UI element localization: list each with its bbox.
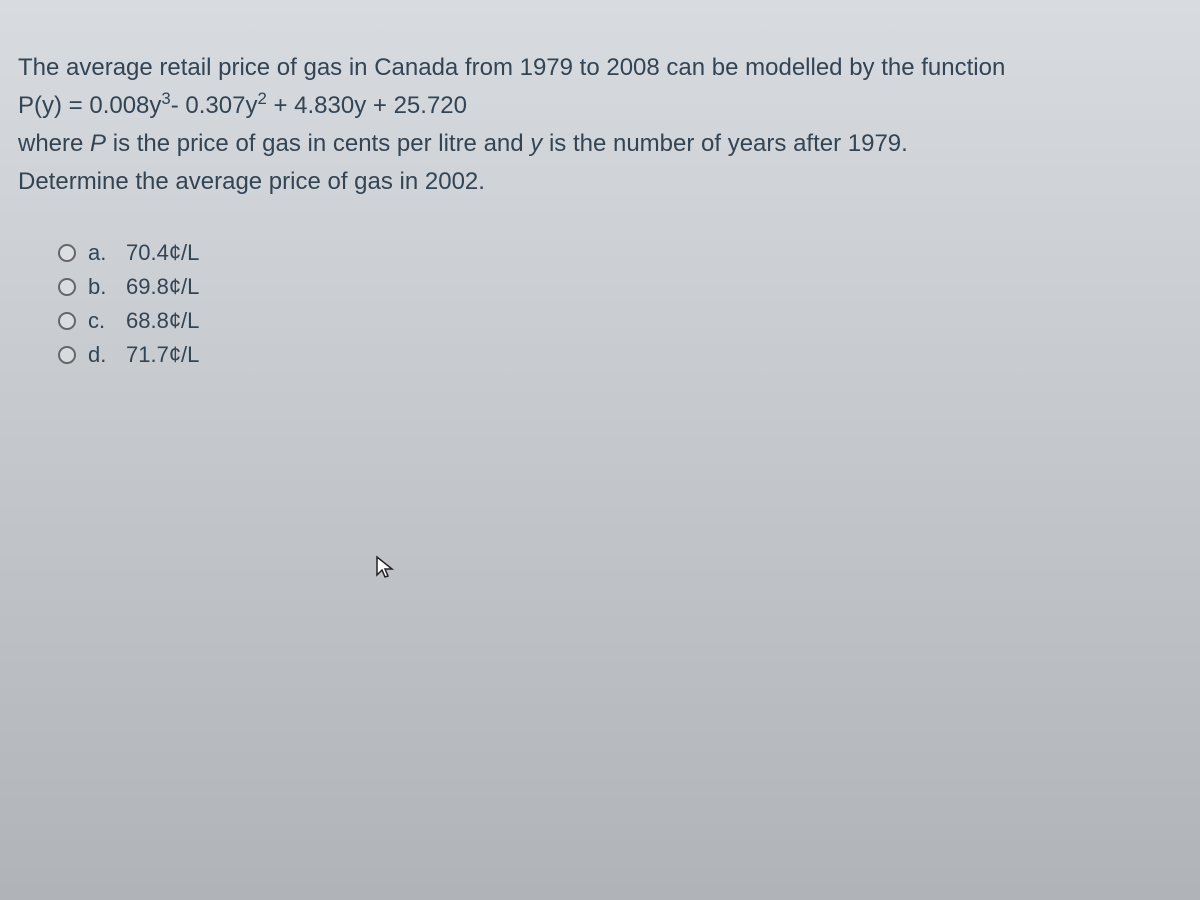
- option-b[interactable]: b. 69.8¢/L: [58, 274, 1182, 300]
- option-text: 68.8¢/L: [126, 308, 199, 334]
- option-letter: c.: [88, 308, 112, 334]
- formula-part-3: + 4.830y + 25.720: [267, 92, 467, 119]
- options-list: a. 70.4¢/L b. 69.8¢/L c. 68.8¢/L d. 71.7…: [18, 240, 1182, 368]
- option-c[interactable]: c. 68.8¢/L: [58, 308, 1182, 334]
- q3-var-P: P: [90, 130, 106, 157]
- option-text: 69.8¢/L: [126, 274, 199, 300]
- question-line-4: Determine the average price of gas in 20…: [18, 164, 1182, 200]
- q3-mid1: is the price of gas in cents per litre a…: [106, 130, 530, 157]
- option-text: 70.4¢/L: [126, 240, 199, 266]
- formula-part-1: P(y) = 0.008y: [18, 92, 161, 119]
- radio-icon[interactable]: [58, 244, 76, 262]
- cursor-icon: [375, 555, 395, 581]
- option-letter: b.: [88, 274, 112, 300]
- q3-prefix: where: [18, 130, 90, 157]
- question-container: The average retail price of gas in Canad…: [18, 50, 1182, 368]
- option-letter: a.: [88, 240, 112, 266]
- question-line-1: The average retail price of gas in Canad…: [18, 50, 1182, 86]
- radio-icon[interactable]: [58, 278, 76, 296]
- option-a[interactable]: a. 70.4¢/L: [58, 240, 1182, 266]
- q3-mid2: is the number of years after 1979.: [542, 130, 908, 157]
- radio-icon[interactable]: [58, 312, 76, 330]
- formula-exp-1: 3: [161, 89, 170, 108]
- option-text: 71.7¢/L: [126, 342, 199, 368]
- option-d[interactable]: d. 71.7¢/L: [58, 342, 1182, 368]
- radio-icon[interactable]: [58, 346, 76, 364]
- formula-part-2: - 0.307y: [171, 92, 258, 119]
- question-line-3: where P is the price of gas in cents per…: [18, 126, 1182, 162]
- question-formula: P(y) = 0.008y3- 0.307y2 + 4.830y + 25.72…: [18, 88, 1182, 124]
- formula-exp-2: 2: [257, 89, 266, 108]
- question-stem: The average retail price of gas in Canad…: [18, 50, 1182, 200]
- q3-var-y: y: [530, 130, 542, 157]
- option-letter: d.: [88, 342, 112, 368]
